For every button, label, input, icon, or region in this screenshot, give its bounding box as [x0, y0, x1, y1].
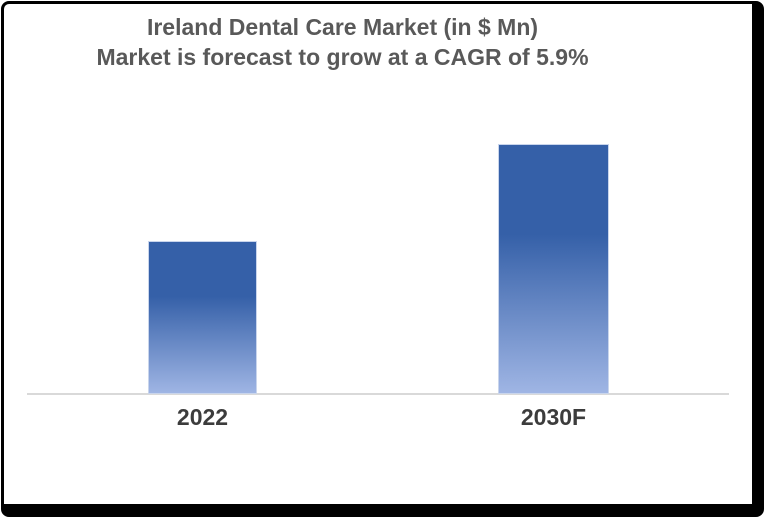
x-axis-label-2030f: 2030F [520, 404, 587, 430]
bar-2030f [498, 144, 609, 394]
x-axis-line [27, 393, 729, 395]
chart-title-block: Ireland Dental Care Market (in $ Mn) Mar… [0, 12, 725, 72]
bar-2022 [148, 241, 257, 394]
chart-subtitle: Market is forecast to grow at a CAGR of … [96, 44, 589, 70]
plot-area [5, 131, 751, 394]
x-axis-label-2022: 2022 [176, 404, 229, 430]
chart-title: Ireland Dental Care Market (in $ Mn) [146, 14, 539, 40]
